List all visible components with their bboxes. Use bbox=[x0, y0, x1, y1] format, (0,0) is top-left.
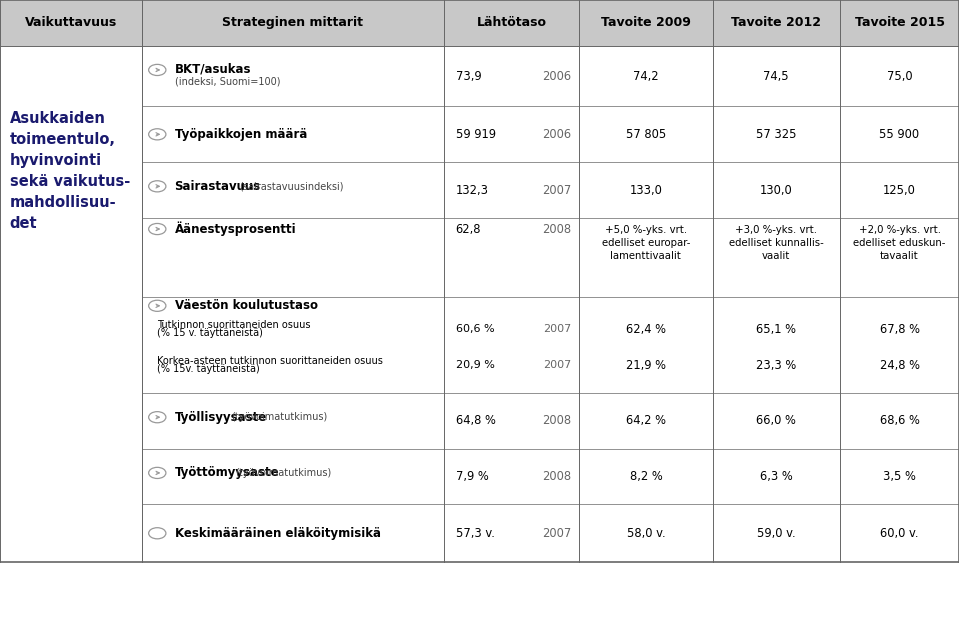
Text: 2008: 2008 bbox=[543, 222, 572, 236]
Text: (sairastavuusindeksi): (sairastavuusindeksi) bbox=[239, 181, 343, 191]
Text: Asukkaiden
toimeentulo,
hyvinvointi
sekä vaikutus-
mahdollisuu-
det: Asukkaiden toimeentulo, hyvinvointi sekä… bbox=[10, 111, 129, 232]
Bar bbox=[0, 393, 959, 449]
Text: 65,1 %: 65,1 % bbox=[757, 322, 796, 336]
Text: 2006: 2006 bbox=[543, 69, 572, 83]
Bar bbox=[713, 0, 840, 46]
Text: Vaikuttavuus: Vaikuttavuus bbox=[25, 16, 117, 30]
Text: 133,0: 133,0 bbox=[629, 183, 663, 197]
Text: Työttömyysaste: Työttömyysaste bbox=[175, 466, 279, 480]
Text: Äänestysprosentti: Äänestysprosentti bbox=[175, 222, 296, 236]
Text: Tavoite 2012: Tavoite 2012 bbox=[732, 16, 821, 30]
Text: 20,9 %: 20,9 % bbox=[456, 360, 495, 370]
Text: 64,2 %: 64,2 % bbox=[626, 414, 666, 428]
Text: 60,6 %: 60,6 % bbox=[456, 324, 494, 334]
Text: 2008: 2008 bbox=[543, 414, 572, 428]
Text: 57 805: 57 805 bbox=[626, 128, 666, 141]
Text: 21,9 %: 21,9 % bbox=[626, 358, 666, 372]
Text: BKT/asukas: BKT/asukas bbox=[175, 62, 251, 76]
Text: (indeksi, Suomi=100): (indeksi, Suomi=100) bbox=[175, 76, 280, 86]
Text: 3,5 %: 3,5 % bbox=[883, 470, 916, 483]
Text: Strateginen mittarit: Strateginen mittarit bbox=[222, 16, 363, 30]
Text: 66,0 %: 66,0 % bbox=[757, 414, 796, 428]
Text: 68,6 %: 68,6 % bbox=[879, 414, 920, 428]
Text: 2007: 2007 bbox=[542, 183, 572, 197]
Text: 23,3 %: 23,3 % bbox=[757, 358, 796, 372]
Text: Työpaikkojen määrä: Työpaikkojen määrä bbox=[175, 128, 307, 141]
Text: 2007: 2007 bbox=[544, 360, 572, 370]
Bar bbox=[444, 0, 579, 46]
Text: 57,3 v.: 57,3 v. bbox=[456, 527, 495, 540]
Text: 55 900: 55 900 bbox=[879, 128, 920, 141]
Text: (% 15v. täyttäneistä): (% 15v. täyttäneistä) bbox=[157, 364, 260, 374]
Text: 74,2: 74,2 bbox=[633, 69, 659, 83]
Text: (työvoimatutkimus): (työvoimatutkimus) bbox=[235, 468, 331, 478]
Text: Väestön koulutustaso: Väestön koulutustaso bbox=[175, 299, 317, 313]
Bar bbox=[0, 106, 959, 162]
Text: 73,9: 73,9 bbox=[456, 69, 481, 83]
Bar bbox=[142, 0, 444, 46]
Text: +2,0 %-yks. vrt.
edelliset eduskun-
tavaalit: +2,0 %-yks. vrt. edelliset eduskun- tava… bbox=[854, 225, 946, 261]
Bar bbox=[0, 0, 142, 46]
Text: 8,2 %: 8,2 % bbox=[629, 470, 663, 483]
Text: Työllisyysaste: Työllisyysaste bbox=[175, 410, 267, 424]
Text: 59 919: 59 919 bbox=[456, 128, 496, 141]
Text: +5,0 %-yks. vrt.
edelliset europar-
lamenttivaalit: +5,0 %-yks. vrt. edelliset europar- lame… bbox=[601, 225, 690, 261]
Text: 7,9 %: 7,9 % bbox=[456, 470, 488, 483]
Text: 62,4 %: 62,4 % bbox=[626, 322, 666, 336]
Text: Tutkinnon suorittaneiden osuus: Tutkinnon suorittaneiden osuus bbox=[157, 320, 311, 330]
Text: 6,3 %: 6,3 % bbox=[760, 470, 793, 483]
Bar bbox=[0, 162, 959, 218]
Text: 67,8 %: 67,8 % bbox=[879, 322, 920, 336]
Text: 64,8 %: 64,8 % bbox=[456, 414, 496, 428]
Text: 59,0 v.: 59,0 v. bbox=[757, 527, 796, 540]
Text: Lähtötaso: Lähtötaso bbox=[477, 16, 547, 30]
Text: 62,8: 62,8 bbox=[456, 222, 481, 236]
Text: 132,3: 132,3 bbox=[456, 183, 488, 197]
Text: (työvoimatutkimus): (työvoimatutkimus) bbox=[231, 412, 327, 422]
Text: 24,8 %: 24,8 % bbox=[879, 358, 920, 372]
Text: (% 15 v. täyttäneistä): (% 15 v. täyttäneistä) bbox=[157, 328, 263, 338]
Bar bbox=[0, 297, 959, 393]
Bar bbox=[0, 46, 959, 106]
Text: 75,0: 75,0 bbox=[887, 69, 912, 83]
Text: 2007: 2007 bbox=[544, 324, 572, 334]
Text: 2007: 2007 bbox=[542, 527, 572, 540]
Text: Keskimääräinen eläköitymisikä: Keskimääräinen eläköitymisikä bbox=[175, 527, 381, 540]
Bar bbox=[840, 0, 959, 46]
Text: Korkea-asteen tutkinnon suorittaneiden osuus: Korkea-asteen tutkinnon suorittaneiden o… bbox=[157, 356, 384, 366]
Text: 2006: 2006 bbox=[543, 128, 572, 141]
Text: 2008: 2008 bbox=[543, 470, 572, 483]
Text: Tavoite 2015: Tavoite 2015 bbox=[854, 16, 945, 30]
Text: +3,0 %-yks. vrt.
edelliset kunnallis-
vaalit: +3,0 %-yks. vrt. edelliset kunnallis- va… bbox=[729, 225, 824, 261]
Bar bbox=[0, 449, 959, 504]
Text: 130,0: 130,0 bbox=[760, 183, 793, 197]
Text: 74,5: 74,5 bbox=[763, 69, 789, 83]
Text: 125,0: 125,0 bbox=[883, 183, 916, 197]
Text: 58,0 v.: 58,0 v. bbox=[626, 527, 666, 540]
Bar bbox=[0, 504, 959, 562]
Text: Tavoite 2009: Tavoite 2009 bbox=[601, 16, 690, 30]
Bar bbox=[579, 0, 713, 46]
Text: 57 325: 57 325 bbox=[756, 128, 797, 141]
Text: 60,0 v.: 60,0 v. bbox=[880, 527, 919, 540]
Text: Sairastavuus: Sairastavuus bbox=[175, 180, 261, 193]
Bar bbox=[0, 218, 959, 297]
